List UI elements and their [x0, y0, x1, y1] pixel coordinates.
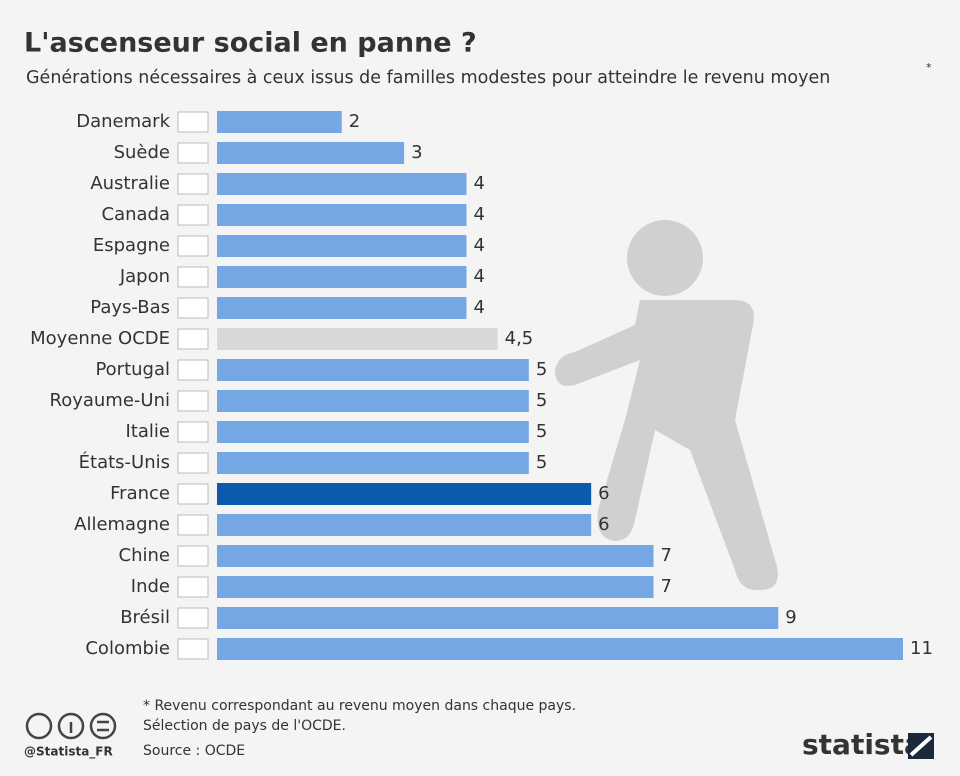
flag [177, 266, 209, 288]
bar [217, 545, 654, 567]
value-label: 4 [473, 204, 484, 225]
flag [177, 576, 209, 598]
flag [177, 421, 209, 443]
chart-title: L'ascenseur social en panne ? [24, 28, 477, 59]
by-icon [57, 712, 85, 740]
flag [177, 173, 209, 195]
value-label: 7 [661, 545, 672, 566]
category-label: Inde [131, 576, 170, 597]
value-label: 4,5 [505, 328, 534, 349]
category-label: Danemark [76, 111, 170, 132]
flag [177, 297, 209, 319]
bar [217, 204, 467, 226]
bar [217, 142, 405, 164]
flag [177, 328, 209, 350]
bar [217, 173, 467, 195]
flag [177, 638, 209, 660]
bar [217, 576, 654, 598]
value-label: 2 [349, 111, 360, 132]
bar [217, 359, 529, 381]
value-label: 6 [598, 514, 609, 535]
category-label: Brésil [120, 607, 170, 628]
value-label: 9 [785, 607, 796, 628]
flag [177, 607, 209, 629]
handle: @Statista_FR [24, 745, 113, 760]
person-illustration [555, 220, 778, 591]
bar [217, 483, 592, 505]
bar [217, 421, 529, 443]
flag [177, 483, 209, 505]
flag [177, 452, 209, 474]
bar [217, 390, 529, 412]
flag [177, 111, 209, 133]
bar [217, 111, 342, 133]
value-label: 11 [910, 638, 933, 659]
category-label: États-Unis [79, 451, 170, 473]
bar [217, 607, 779, 629]
value-label: 7 [661, 576, 672, 597]
category-label: Suède [114, 142, 170, 163]
bar [217, 452, 529, 474]
person-body [555, 300, 778, 591]
value-label: 5 [536, 452, 547, 473]
bar [217, 297, 467, 319]
value-label: 5 [536, 359, 547, 380]
value-label: 4 [473, 297, 484, 318]
license-icons [25, 712, 117, 740]
value-label: 5 [536, 421, 547, 442]
source: Source : OCDE [143, 743, 245, 759]
subtitle-mark: * [926, 61, 932, 74]
flag [177, 204, 209, 226]
category-label: Royaume-Uni [50, 390, 171, 411]
category-label: Japon [119, 266, 170, 287]
flag [177, 545, 209, 567]
cc-icon [25, 712, 53, 740]
bar [217, 638, 903, 660]
person-head [627, 220, 703, 296]
flag [177, 142, 209, 164]
category-label: Espagne [93, 235, 170, 256]
category-label: Colombie [85, 638, 170, 659]
category-label: Australie [90, 173, 170, 194]
nd-icon [89, 712, 117, 740]
category-label: Portugal [95, 359, 170, 380]
category-label: Allemagne [74, 514, 170, 535]
value-label: 5 [536, 390, 547, 411]
value-label: 4 [473, 173, 484, 194]
category-label: Pays-Bas [90, 297, 170, 318]
value-label: 6 [598, 483, 609, 504]
category-label: France [110, 483, 170, 504]
category-label: Italie [126, 421, 170, 442]
bar [217, 235, 467, 257]
category-label: Moyenne OCDE [30, 328, 170, 349]
flag [177, 390, 209, 412]
value-label: 4 [473, 266, 484, 287]
bar [217, 328, 498, 350]
flag [177, 235, 209, 257]
brand-icon-mark [909, 735, 933, 757]
chart-subtitle: Générations nécessaires à ceux issus de … [26, 68, 830, 88]
flag [177, 514, 209, 536]
value-label: 3 [411, 142, 422, 163]
note: * Revenu correspondant au revenu moyen d… [143, 698, 576, 714]
value-label: 4 [473, 235, 484, 256]
bar [217, 266, 467, 288]
category-label: Canada [102, 204, 171, 225]
note: Sélection de pays de l'OCDE. [143, 718, 346, 734]
brand: statista [802, 728, 923, 761]
category-label: Chine [119, 545, 170, 566]
bar [217, 514, 592, 536]
flag [177, 359, 209, 381]
